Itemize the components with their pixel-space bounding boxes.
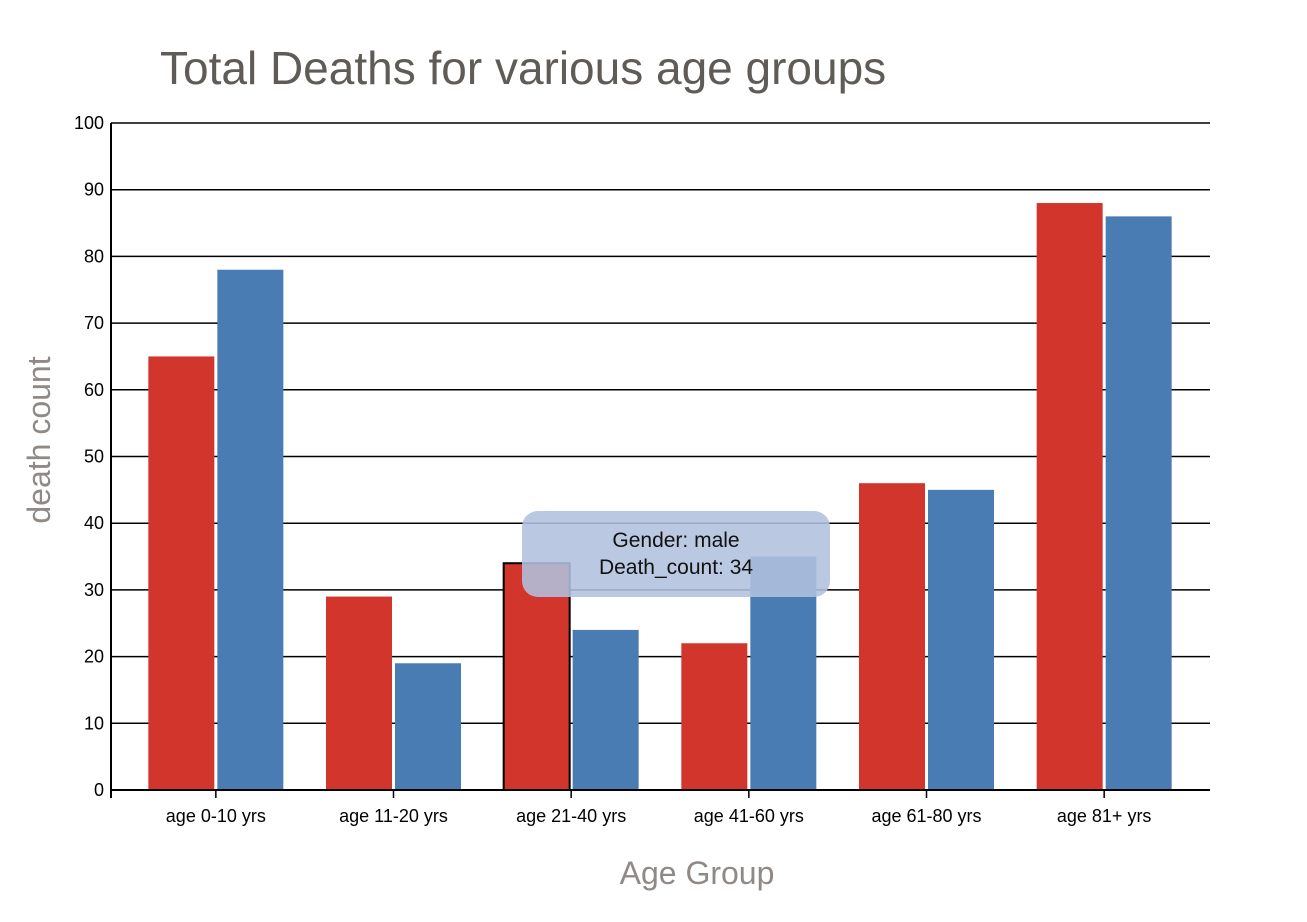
tooltip-death-count: Death_count: 34 bbox=[598, 556, 754, 579]
x-tick-label: age 61-80 yrs bbox=[871, 806, 981, 826]
tooltip-gender: Gender: male bbox=[612, 529, 740, 552]
bar-3-0[interactable] bbox=[681, 643, 748, 790]
bar-0-0[interactable] bbox=[148, 356, 215, 790]
y-tick-label: 10 bbox=[84, 713, 104, 733]
y-tick-label: 30 bbox=[84, 580, 104, 600]
bar-2-1[interactable] bbox=[572, 629, 639, 790]
bar-tooltip: Gender: male Death_count: 34 bbox=[522, 511, 830, 597]
x-tick-label: age 41-60 yrs bbox=[694, 806, 804, 826]
chart-title: Total Deaths for various age groups bbox=[160, 42, 886, 94]
bar-2-0[interactable] bbox=[502, 562, 571, 791]
x-tick-label: age 11-20 yrs bbox=[339, 806, 448, 826]
y-axis-label: death count bbox=[21, 356, 57, 523]
y-tick-label: 60 bbox=[84, 380, 104, 400]
y-tick-label: 70 bbox=[84, 313, 104, 333]
y-tick-label: 90 bbox=[84, 180, 104, 200]
bar-5-0[interactable] bbox=[1036, 203, 1103, 791]
bar-4-0[interactable] bbox=[859, 483, 925, 790]
y-tick-label: 40 bbox=[84, 513, 104, 533]
bar-1-0[interactable] bbox=[326, 596, 392, 790]
y-tick-label: 50 bbox=[84, 447, 104, 467]
bar-1-1[interactable] bbox=[395, 663, 461, 790]
x-tick-label: age 81+ yrs bbox=[1057, 806, 1152, 826]
bars[interactable] bbox=[148, 203, 1172, 791]
x-axis-label: Age Group bbox=[620, 855, 775, 891]
gridlines bbox=[111, 122, 1210, 725]
y-tick-label: 80 bbox=[84, 246, 104, 266]
x-tick-label: age 0-10 yrs bbox=[166, 806, 266, 826]
bar-4-1[interactable] bbox=[928, 489, 994, 790]
y-tick-label: 0 bbox=[94, 780, 104, 800]
y-tick-label: 100 bbox=[74, 113, 104, 133]
bar-0-1[interactable] bbox=[217, 269, 284, 790]
x-axis-ticks: age 0-10 yrs age 11-20 yrs age 21-40 yrs ag… bbox=[166, 790, 1152, 826]
bar-5-1[interactable] bbox=[1105, 216, 1172, 790]
x-tick-label: age 21-40 yrs bbox=[516, 806, 626, 826]
y-axis-ticks: 0 10 20 30 40 50 60 70 80 90 100 bbox=[74, 113, 104, 800]
y-tick-label: 20 bbox=[84, 647, 104, 667]
